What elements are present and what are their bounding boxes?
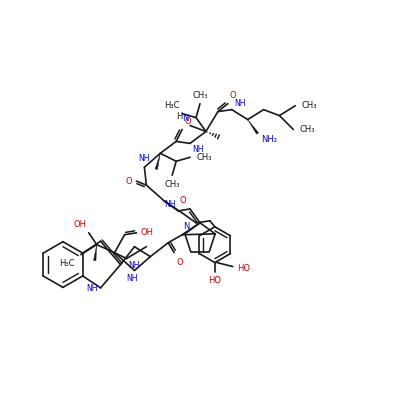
Text: CH₃: CH₃ [192,91,208,100]
Text: OH: OH [74,220,87,229]
Text: O: O [230,91,236,100]
Text: O: O [180,196,186,205]
Text: O: O [126,177,132,186]
Text: HO: HO [237,264,250,273]
Text: H₃C: H₃C [164,101,179,110]
Text: N: N [183,222,190,231]
Text: CH₃: CH₃ [164,180,180,189]
Text: OH: OH [140,228,154,237]
Text: CH₃: CH₃ [301,101,317,110]
Text: NH: NH [127,274,138,284]
Text: H: H [176,112,182,120]
Text: NH: NH [87,284,98,293]
Polygon shape [248,120,259,134]
Text: NH: NH [234,99,245,108]
Text: CH₃: CH₃ [196,153,212,162]
Text: O: O [184,116,191,126]
Polygon shape [94,245,97,261]
Text: HO: HO [208,276,221,286]
Text: H₃C: H₃C [59,258,75,268]
Polygon shape [155,153,160,170]
Text: NH: NH [192,145,204,154]
Text: NH₂: NH₂ [262,136,278,144]
Text: NH: NH [165,200,176,209]
Text: N: N [182,114,188,122]
Text: NH: NH [139,154,150,163]
Text: NH: NH [128,260,140,270]
Text: CH₃: CH₃ [299,125,315,134]
Text: O: O [176,258,183,266]
